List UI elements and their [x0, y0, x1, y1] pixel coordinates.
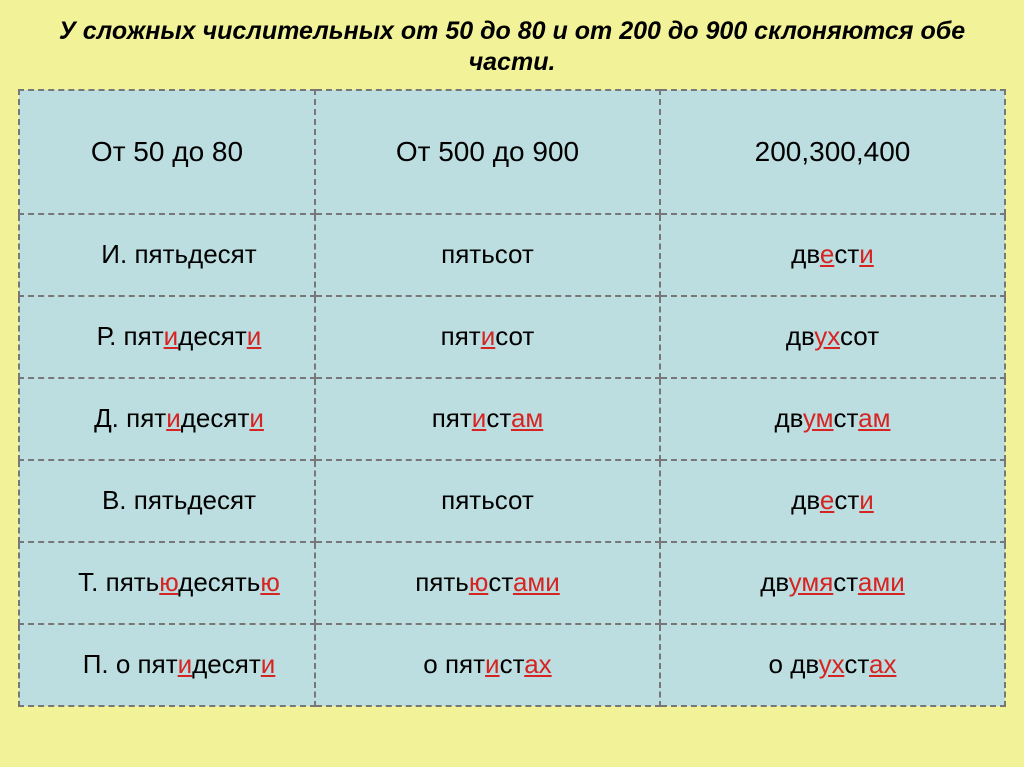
table-row: Р. пятидесятипятисотдвухсот [19, 296, 1005, 378]
form-500-900: о пятистах [315, 624, 660, 706]
case-cell: П. о пятидесяти [19, 624, 315, 706]
table-row: Д. пятидесятипятистамдвумстам [19, 378, 1005, 460]
header-col-2: От 500 до 900 [315, 90, 660, 214]
table-row: В. пятьдесятпятьсотдвести [19, 460, 1005, 542]
table-row: И. пятьдесятпятьсотдвести [19, 214, 1005, 296]
header-col-3: 200,300,400 [660, 90, 1005, 214]
form-200-400: двумстам [660, 378, 1005, 460]
case-cell: И. пятьдесят [19, 214, 315, 296]
form-200-400: о двухстах [660, 624, 1005, 706]
form-500-900: пятисот [315, 296, 660, 378]
case-cell: Д. пятидесяти [19, 378, 315, 460]
declension-table: От 50 до 80 От 500 до 900 200,300,400 И.… [18, 89, 1006, 707]
case-cell: Р. пятидесяти [19, 296, 315, 378]
case-cell: Т. пятьюдесятью [19, 542, 315, 624]
table-row: Т. пятьюдесятьюпятьюстамидвумястами [19, 542, 1005, 624]
case-cell: В. пятьдесят [19, 460, 315, 542]
form-200-400: двести [660, 214, 1005, 296]
form-500-900: пятьсот [315, 460, 660, 542]
header-col-1: От 50 до 80 [19, 90, 315, 214]
slide-container: У сложных числительных от 50 до 80 и от … [0, 0, 1024, 767]
form-200-400: двухсот [660, 296, 1005, 378]
table-header-row: От 50 до 80 От 500 до 900 200,300,400 [19, 90, 1005, 214]
form-500-900: пятьюстами [315, 542, 660, 624]
form-200-400: двести [660, 460, 1005, 542]
form-200-400: двумястами [660, 542, 1005, 624]
form-500-900: пятистам [315, 378, 660, 460]
table-row: П. о пятидесятио пятистахо двухстах [19, 624, 1005, 706]
slide-title: У сложных числительных от 50 до 80 и от … [18, 14, 1006, 89]
form-500-900: пятьсот [315, 214, 660, 296]
